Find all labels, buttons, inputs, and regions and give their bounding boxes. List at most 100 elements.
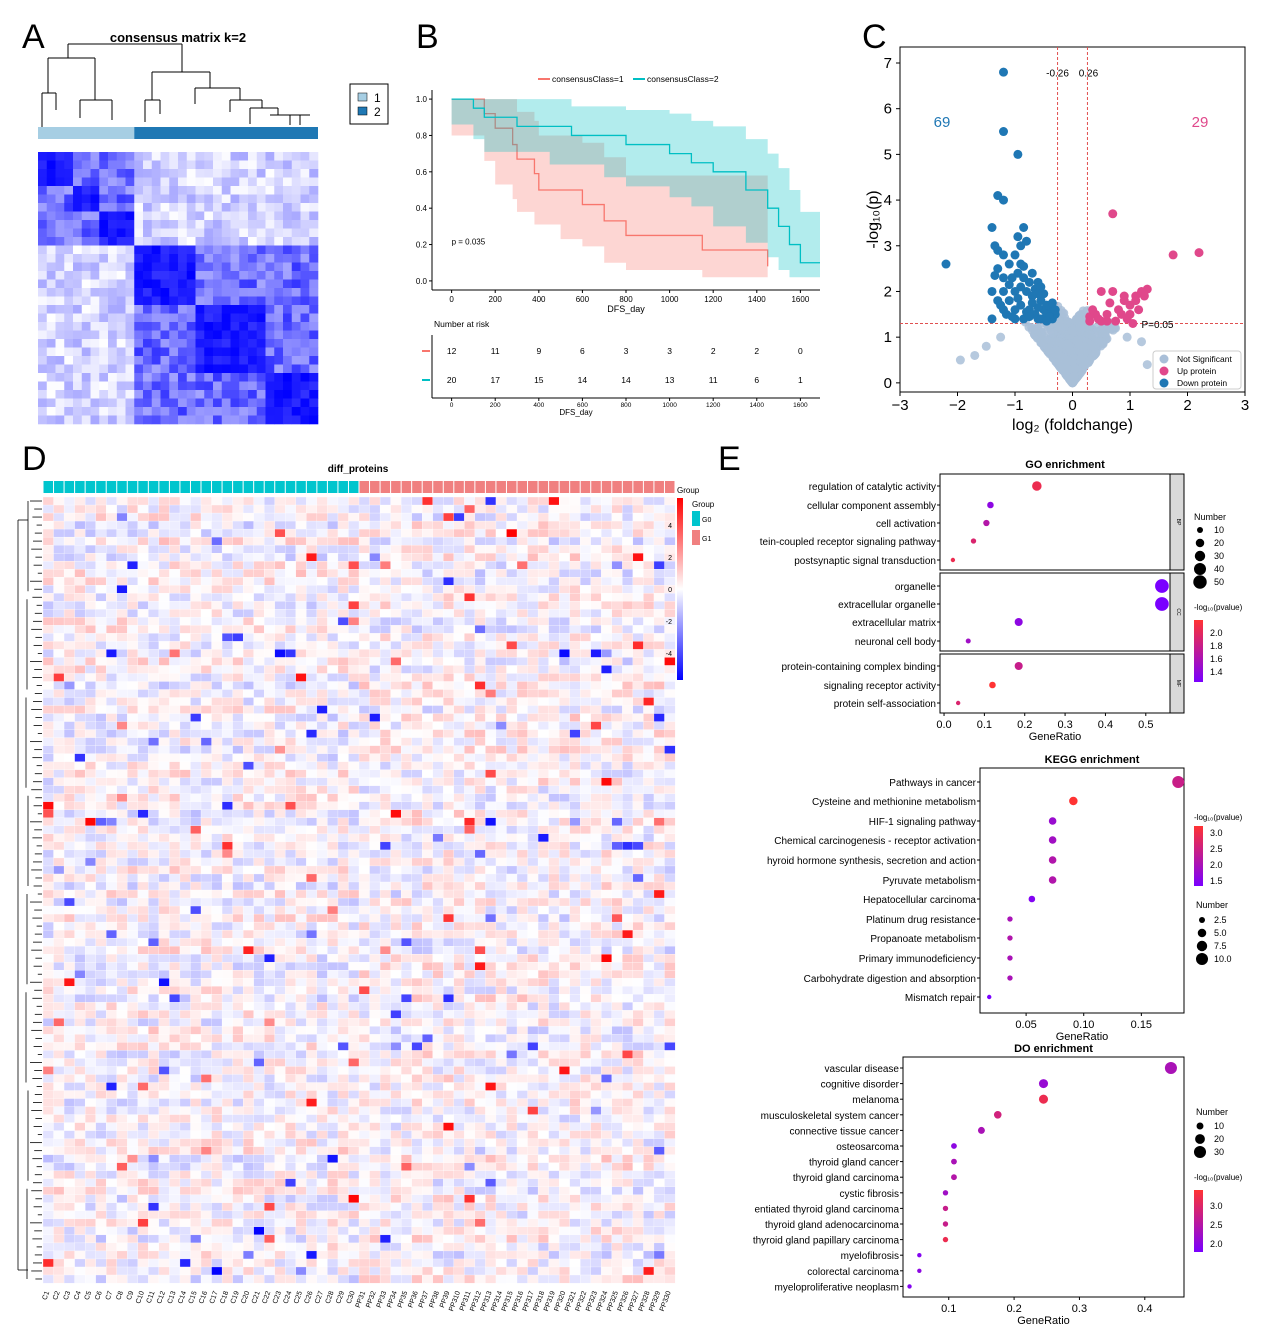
heatmap-cell: [601, 504, 613, 514]
heatmap-cell: [211, 536, 223, 546]
heatmap-cell: [106, 561, 118, 570]
heatmap-cell: [306, 697, 318, 706]
heatmap-cell: [358, 569, 370, 578]
heatmap-cell: [232, 528, 244, 538]
heatmap-cell: [443, 833, 455, 843]
heatmap-cell: [622, 729, 634, 738]
heatmap-cell: [221, 552, 233, 562]
consensus-cell: [309, 245, 319, 255]
heatmap-cell: [221, 793, 233, 803]
point-down: [996, 300, 1006, 310]
heatmap-cell: [42, 865, 54, 875]
heatmap-cell: [537, 617, 549, 626]
heatmap-cell: [516, 633, 528, 642]
consensus-cell: [151, 271, 161, 280]
heatmap-cell: [221, 721, 233, 730]
heatmap-cell: [232, 721, 244, 730]
heatmap-cell: [295, 729, 307, 738]
consensus-cell: [186, 220, 196, 229]
heatmap-cell: [369, 737, 381, 746]
consensus-cell: [90, 228, 100, 238]
heatmap-cell: [53, 849, 65, 859]
heatmap-cell: [232, 617, 244, 626]
consensus-cell: [291, 373, 301, 382]
heatmap-cell: [42, 528, 54, 538]
heatmap-cell: [337, 777, 349, 787]
consensus-cell: [38, 356, 48, 365]
heatmap-cell: [569, 705, 581, 714]
heatmap-cell: [569, 561, 581, 570]
consensus-cell: [195, 220, 205, 229]
consensus-cell: [178, 313, 188, 323]
heatmap-cell: [569, 673, 581, 682]
consensus-cell: [309, 339, 319, 348]
heatmap-cell: [84, 865, 97, 875]
heatmap-cell: [200, 512, 212, 522]
consensus-cell: [248, 322, 258, 331]
consensus-cell: [195, 330, 205, 340]
heatmap-cell: [190, 849, 202, 859]
heatmap-cell: [643, 673, 655, 682]
heatmap-cell: [400, 665, 413, 674]
consensus-cell: [300, 347, 310, 357]
heatmap-cell: [506, 689, 518, 698]
heatmap-cell: [190, 528, 202, 538]
consensus-cell: [169, 330, 179, 340]
consensus-cell: [248, 237, 258, 246]
heatmap-cell: [432, 785, 444, 795]
heatmap-cell: [116, 753, 128, 763]
heatmap-cell: [148, 593, 160, 602]
y-tick-label: 0.4: [416, 204, 428, 213]
heatmap-cell: [664, 721, 676, 730]
heatmap-cell: [74, 512, 86, 522]
heatmap-cell: [527, 536, 539, 546]
group-cell: [359, 481, 370, 493]
heatmap-cell: [558, 577, 571, 586]
heatmap-cell: [53, 841, 65, 851]
heatmap-cell: [211, 577, 223, 586]
heatmap-cell: [285, 609, 297, 618]
consensus-cell: [160, 279, 170, 289]
heatmap-cell: [106, 673, 118, 682]
consensus-cell: [204, 305, 214, 314]
consensus-cell: [291, 407, 301, 416]
heatmap-cell: [116, 641, 128, 650]
heatmap-cell: [285, 689, 297, 698]
heatmap-cell: [106, 777, 118, 787]
heatmap-cell: [569, 585, 581, 594]
heatmap-cell: [200, 593, 212, 602]
heatmap-cell: [485, 785, 497, 795]
heatmap-cell: [242, 536, 255, 546]
heatmap-cell: [443, 569, 455, 578]
heatmap-cell: [390, 721, 402, 730]
heatmap-cell: [327, 689, 339, 698]
consensus-cell: [143, 194, 153, 204]
heatmap-cell: [274, 593, 286, 602]
point-not-significant: [1108, 323, 1118, 333]
heatmap-cell: [611, 849, 623, 859]
heatmap-cell: [422, 657, 434, 666]
heatmap-cell: [200, 641, 212, 650]
heatmap-cell: [643, 745, 655, 755]
heatmap-cell: [106, 528, 118, 538]
heatmap-cell: [242, 809, 255, 819]
heatmap-cell: [443, 633, 455, 642]
consensus-cell: [178, 339, 188, 348]
heatmap-cell: [422, 577, 434, 586]
consensus-cell: [239, 160, 249, 170]
heatmap-cell: [42, 593, 54, 602]
consensus-cell: [195, 339, 205, 348]
heatmap-cell: [211, 697, 223, 706]
heatmap-cell: [84, 569, 97, 578]
heatmap-cell: [622, 544, 634, 554]
consensus-cell: [256, 279, 266, 289]
heatmap-cell: [127, 729, 139, 738]
consensus-cell: [230, 177, 240, 187]
heatmap-cell: [369, 536, 381, 546]
heatmap-cell: [443, 721, 455, 730]
heatmap-cell: [411, 649, 423, 658]
heatmap-cell: [653, 801, 665, 811]
heatmap-cell: [580, 649, 592, 658]
heatmap-cell: [242, 665, 255, 674]
consensus-cell: [300, 271, 310, 280]
